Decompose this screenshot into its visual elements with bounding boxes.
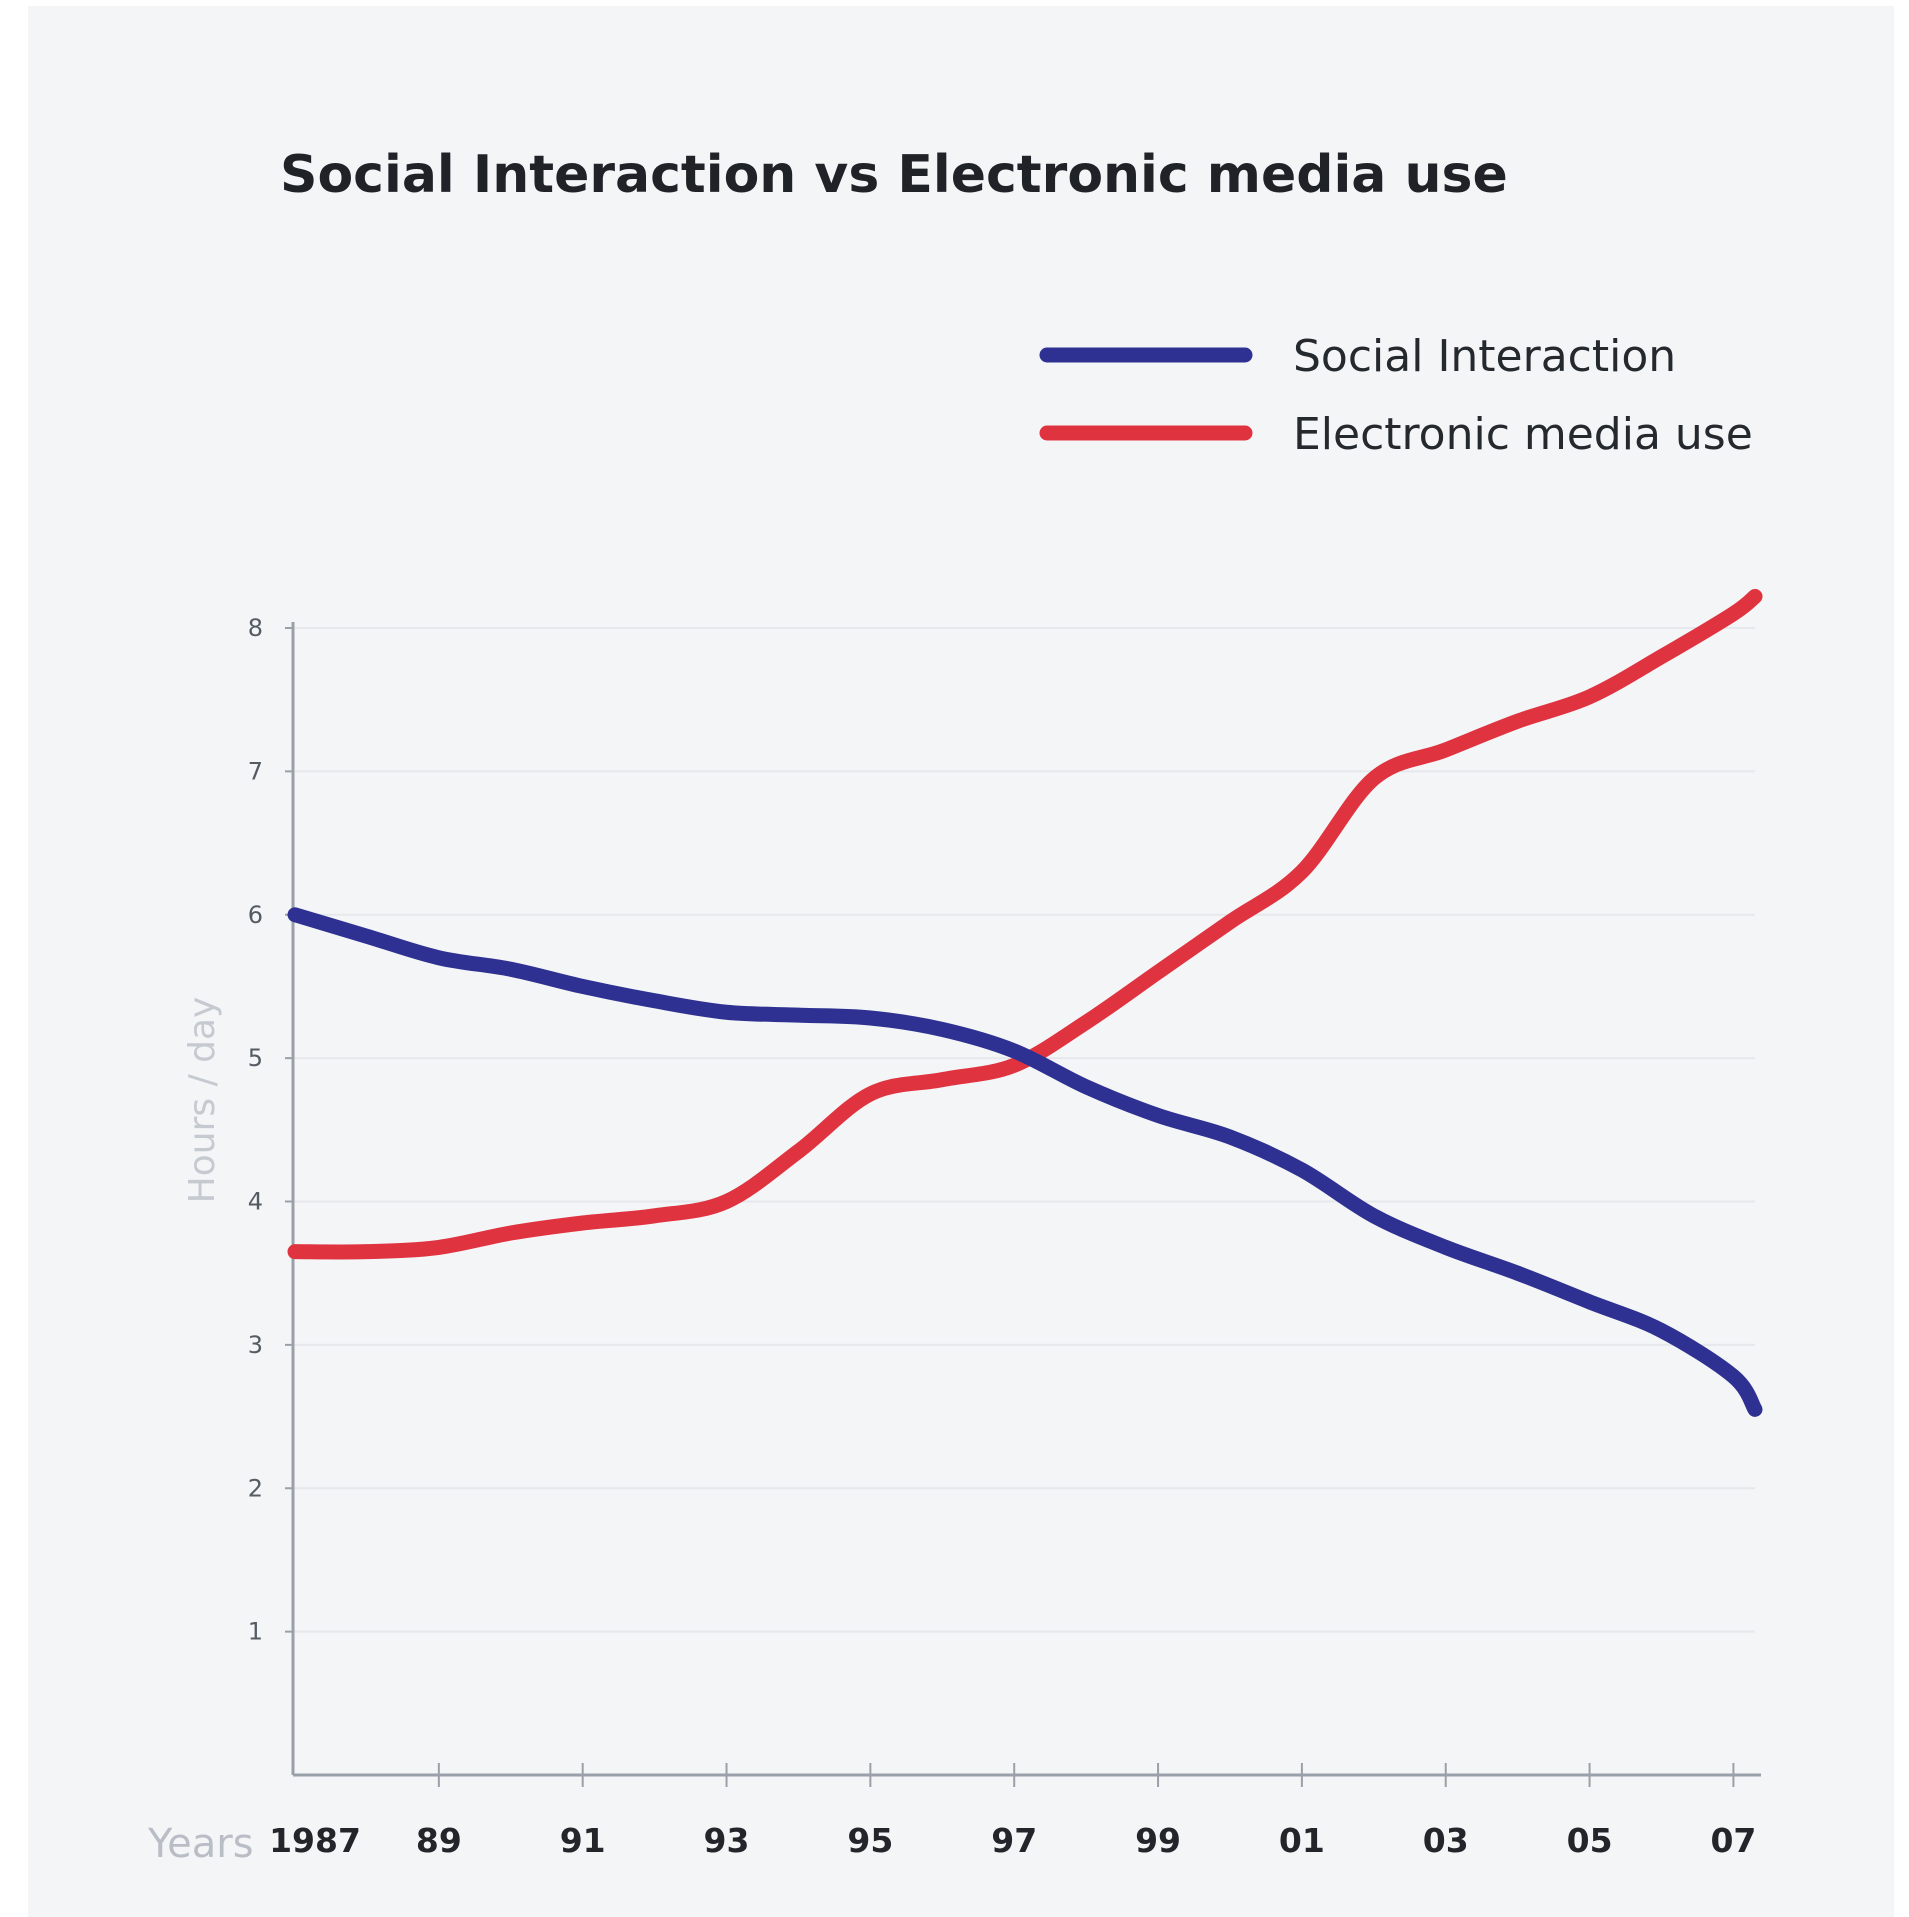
chart-title: Social Interaction vs Electronic media u… — [280, 145, 1508, 205]
y-tick-labels: 1 2 3 4 5 6 7 8 — [248, 614, 263, 1646]
x-tick-label: 93 — [704, 1821, 750, 1860]
series-line-electronic-media-use — [287, 588, 1763, 1260]
y-tick-label: 8 — [248, 614, 263, 642]
legend: Social Interaction Electronic media use — [1039, 331, 1753, 460]
x-axis-label: Years — [147, 1821, 254, 1867]
x-tick-label: 95 — [847, 1821, 893, 1860]
x-tick-labels: 1987 89 91 93 95 97 99 01 03 05 07 — [269, 1821, 1756, 1860]
series-line-social-interaction — [287, 907, 1763, 1417]
x-tick-label: 99 — [1135, 1821, 1181, 1860]
x-tick-label: 89 — [416, 1821, 462, 1860]
y-tick-label: 4 — [248, 1188, 263, 1216]
x-tick-label: 1987 — [269, 1821, 361, 1860]
axes — [285, 622, 1761, 1787]
legend-label: Social Interaction — [1293, 331, 1676, 382]
y-tick-label: 6 — [248, 901, 263, 929]
x-tick-label: 97 — [991, 1821, 1037, 1860]
y-tick-label: 7 — [248, 757, 263, 785]
series-lines — [287, 588, 1763, 1417]
y-axis-label: Hours / day — [182, 997, 223, 1204]
x-tick-label: 91 — [560, 1821, 606, 1860]
chart-background — [28, 6, 1894, 1917]
y-tick-label: 3 — [248, 1331, 263, 1359]
legend-label: Electronic media use — [1293, 409, 1753, 460]
y-tick-label: 2 — [248, 1474, 263, 1502]
grid-lines — [293, 627, 1755, 1633]
y-tick-label: 1 — [248, 1618, 263, 1646]
y-tick-label: 5 — [248, 1044, 263, 1072]
x-tick-label: 03 — [1423, 1821, 1469, 1860]
x-tick-label: 07 — [1710, 1821, 1756, 1860]
x-tick-label: 01 — [1279, 1821, 1325, 1860]
x-tick-label: 05 — [1567, 1821, 1613, 1860]
